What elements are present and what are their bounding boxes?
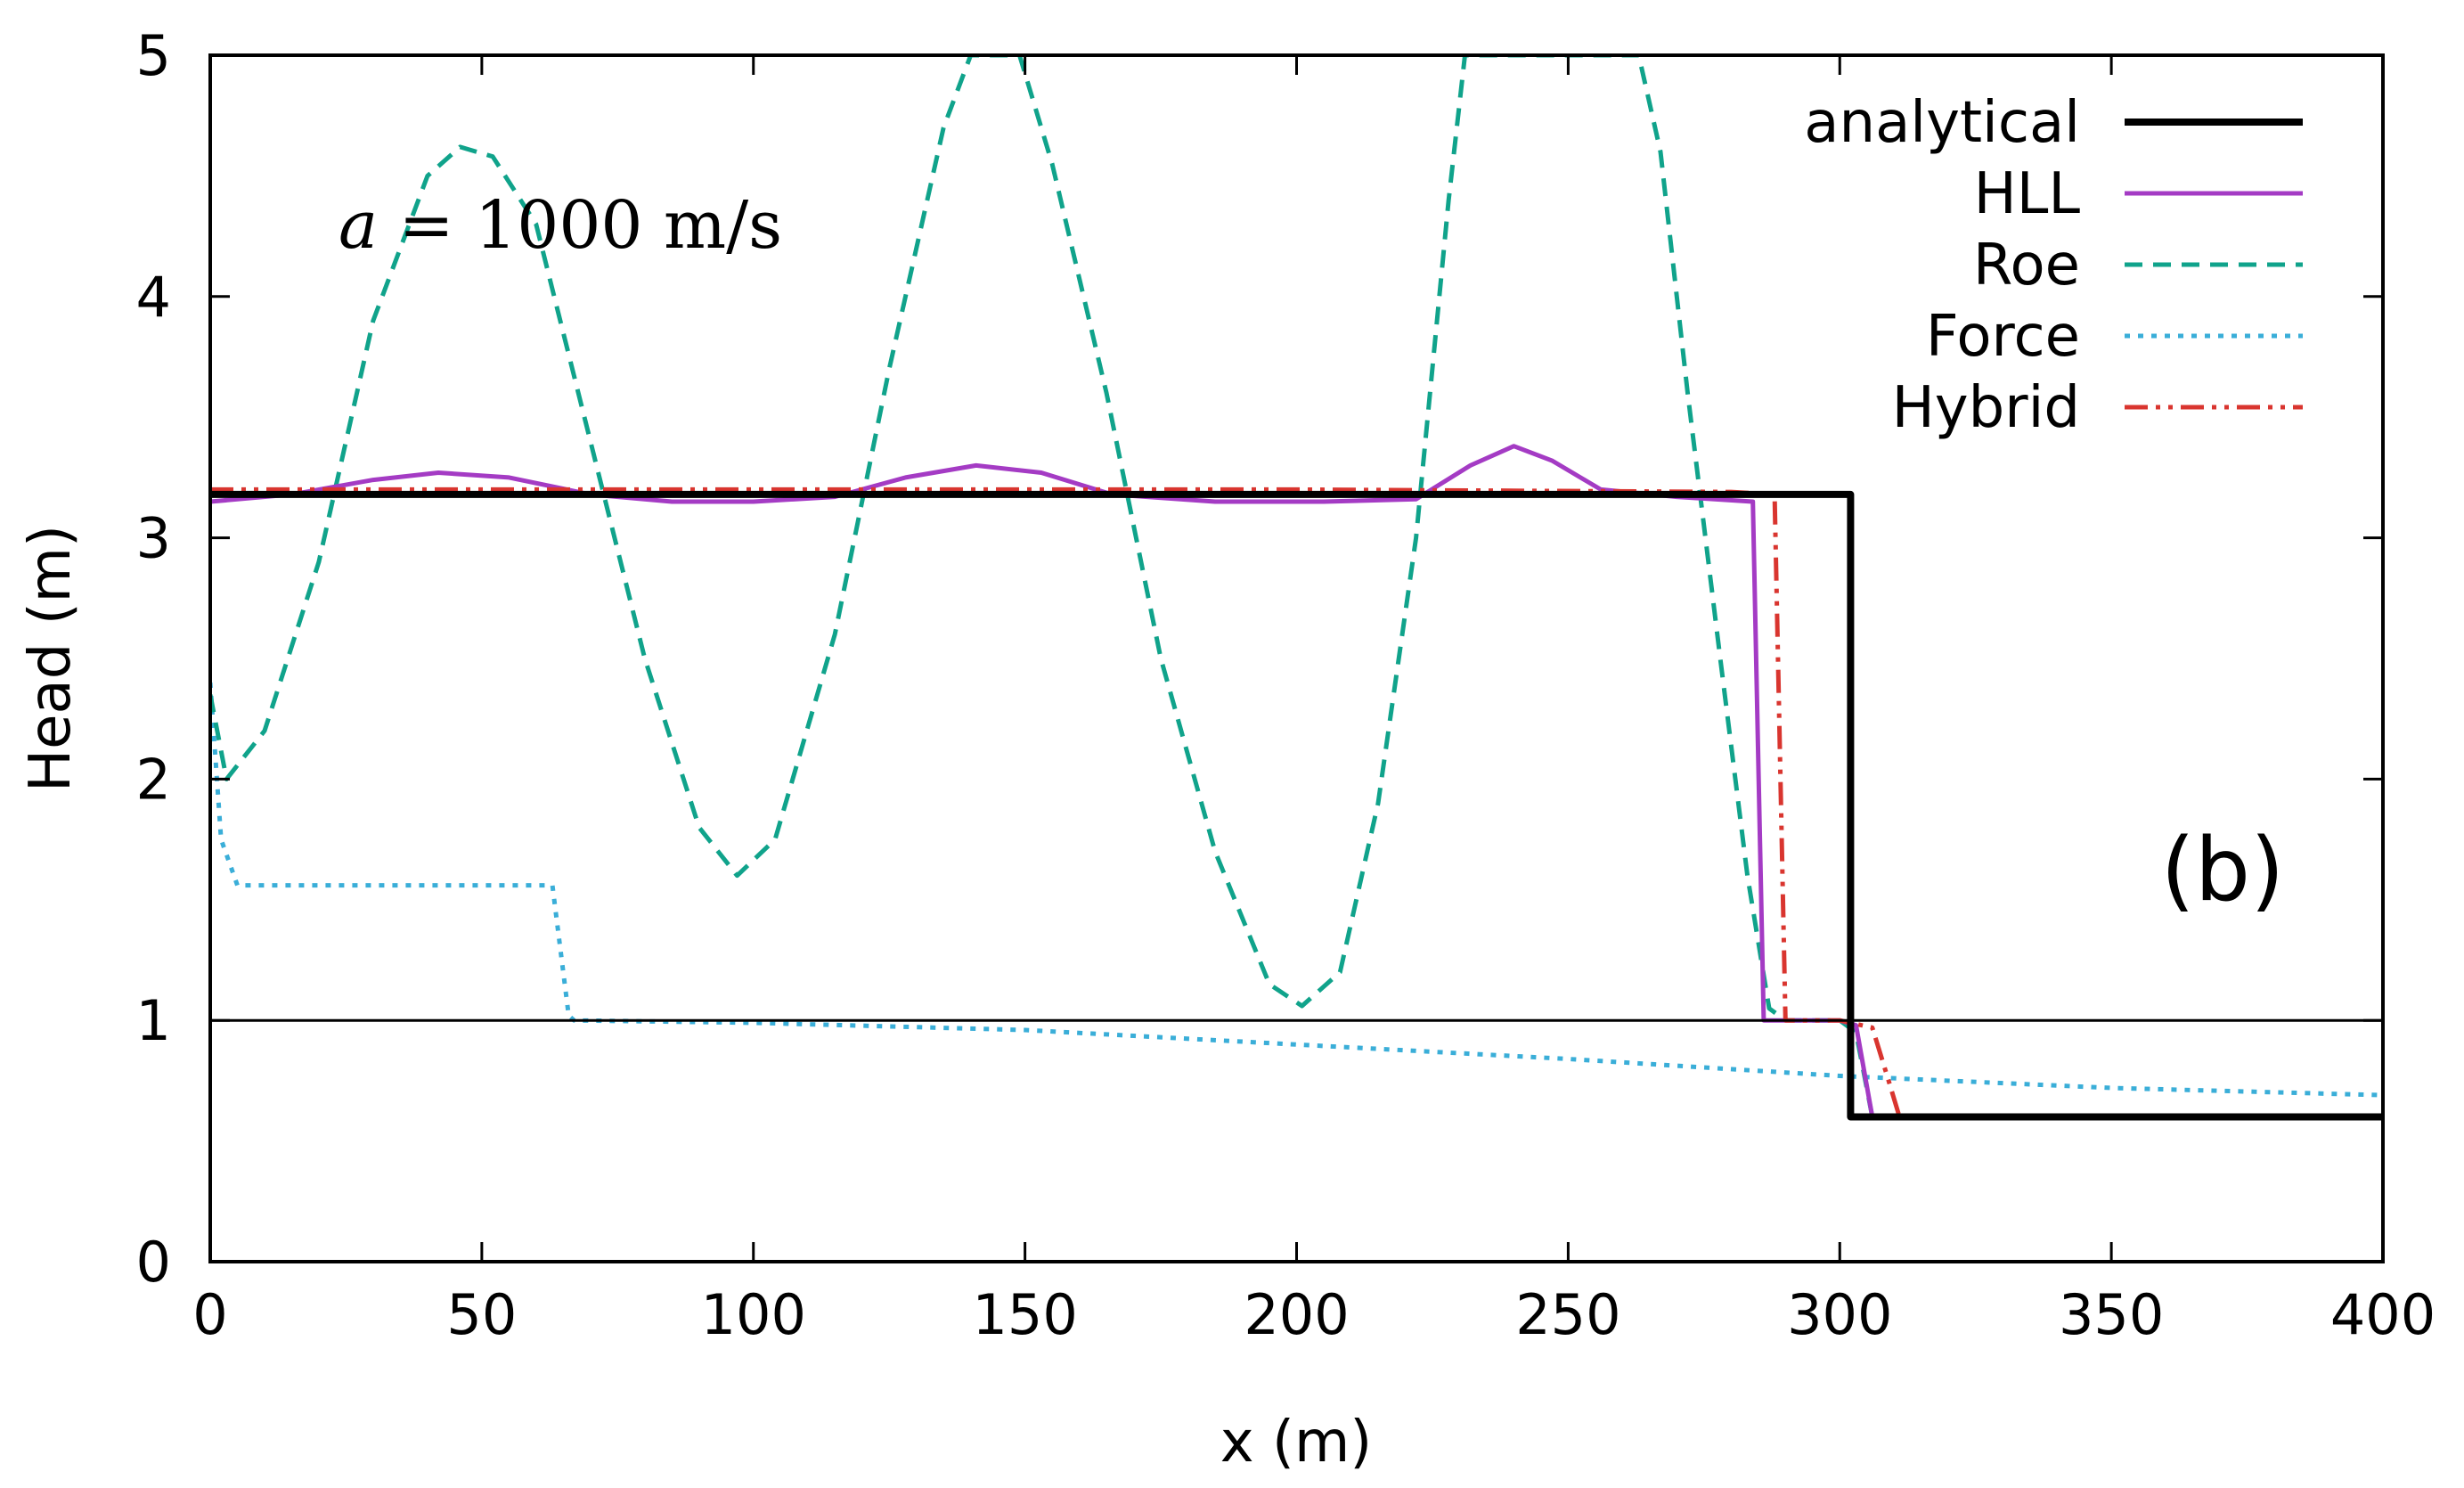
y-tick-label: 2 bbox=[136, 747, 171, 812]
y-tick-label: 5 bbox=[136, 23, 171, 88]
series-line-hll bbox=[210, 444, 2383, 1119]
panel-label: (b) bbox=[2161, 820, 2285, 921]
series-line-force bbox=[210, 682, 2383, 1098]
x-tick-label: 250 bbox=[1515, 1282, 1620, 1347]
x-tick-label: 400 bbox=[2330, 1282, 2435, 1347]
wave-speed-symbol: a bbox=[339, 187, 378, 264]
legend-label-hll: HLL bbox=[1974, 161, 2081, 227]
y-axis-label: Head (m) bbox=[18, 525, 84, 792]
x-tick-label: 200 bbox=[1244, 1282, 1349, 1347]
legend-label-analytical: analytical bbox=[1804, 90, 2080, 156]
x-tick-label: 300 bbox=[1787, 1282, 1892, 1347]
x-tick-label: 0 bbox=[192, 1282, 227, 1347]
x-tick-label: 350 bbox=[2059, 1282, 2164, 1347]
x-tick-label: 100 bbox=[701, 1282, 806, 1347]
series-line-analytical bbox=[210, 490, 2383, 1121]
x-axis-label: x (m) bbox=[1220, 1410, 1373, 1476]
x-tick-label: 50 bbox=[446, 1282, 517, 1347]
series-line-roe bbox=[210, 55, 2383, 1119]
x-tick-label: 150 bbox=[972, 1282, 1077, 1347]
series-line-hybrid bbox=[210, 486, 2383, 1119]
y-tick-label: 0 bbox=[136, 1230, 171, 1295]
legend-label-force: Force bbox=[1926, 304, 2080, 370]
y-tick-label: 3 bbox=[136, 506, 171, 571]
legend-label-roe: Roe bbox=[1973, 233, 2080, 298]
y-tick-label: 1 bbox=[136, 988, 171, 1053]
wave-speed-value: = 1000 m/s bbox=[378, 187, 782, 264]
y-tick-label: 4 bbox=[136, 265, 171, 330]
wave-speed-annotation: a = 1000 m/s bbox=[339, 187, 782, 264]
legend-label-hybrid: Hybrid bbox=[1892, 375, 2080, 441]
